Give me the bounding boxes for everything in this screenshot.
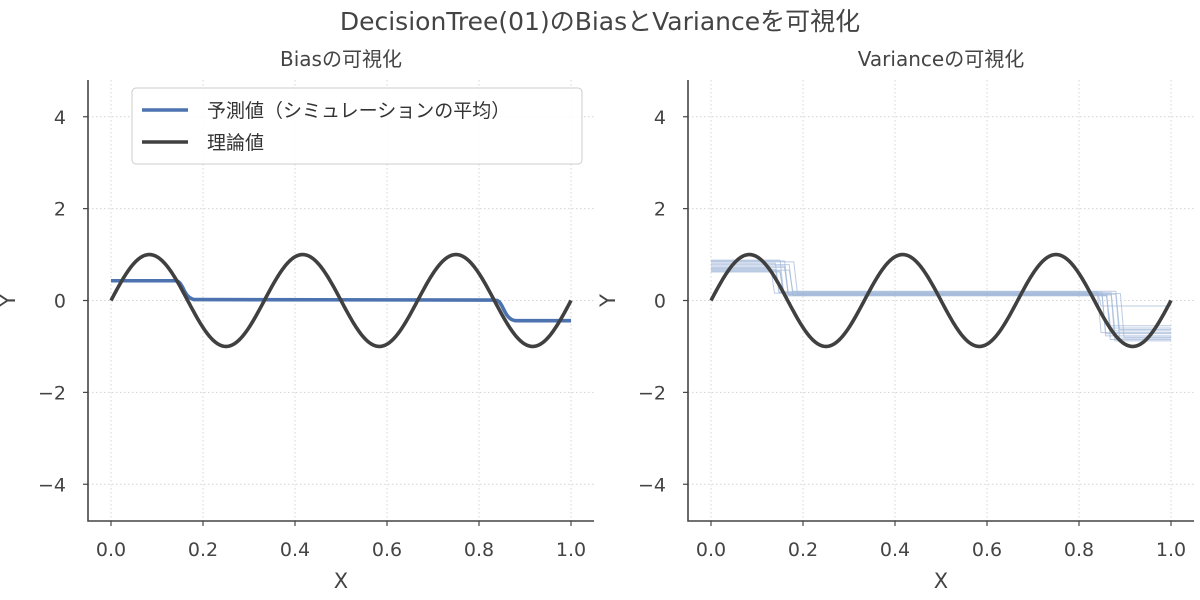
variance-panel-title: Varianceの可視化	[858, 47, 1024, 71]
variance-x-tick-label: 1.0	[1156, 539, 1186, 561]
variance-x-axis-label: X	[934, 569, 948, 593]
simulation-line	[711, 260, 1171, 339]
bias-y-axis-label: Y	[0, 294, 20, 308]
variance-panel: 0.0 0.2 0.4 0.6 0.8 1.0 −4 −2 0 2 4 X Y Varianceの可視化	[596, 47, 1194, 593]
legend: 予測値（シミュレーションの平均） 理論値	[131, 87, 583, 165]
variance-y-tick-label: −4	[638, 474, 666, 496]
figure-title: DecisionTree(01)のBiasとVarianceを可視化	[340, 7, 860, 36]
simulation-line	[711, 268, 1171, 332]
simulation-line	[711, 270, 1171, 307]
simulation-line	[711, 264, 1171, 329]
variance-x-tick-label: 0.4	[880, 539, 910, 561]
variance-y-tick-label: 4	[654, 107, 666, 129]
variance-x-tick-label: 0.6	[972, 539, 1002, 561]
variance-x-tick-label: 0.0	[696, 539, 726, 561]
bias-x-tick-label: 1.0	[556, 539, 586, 561]
legend-box	[131, 87, 583, 165]
bias-y-tick-label: 0	[54, 291, 66, 313]
bias-y-tick-label: 2	[54, 199, 66, 221]
legend-label-predicted: 予測値（シミュレーションの平均）	[207, 100, 510, 122]
theory-sine-line	[709, 252, 1173, 349]
bias-x-tick-label: 0.6	[372, 539, 402, 561]
bias-x-tick-label: 0.2	[188, 539, 218, 561]
bias-y-tick-label: 4	[54, 107, 66, 129]
bias-x-tick-label: 0.0	[96, 539, 126, 561]
variance-y-tick-label: 2	[654, 199, 666, 221]
bias-y-tick-label: −2	[38, 382, 66, 404]
bias-y-tick-label: −4	[38, 474, 66, 496]
bias-panel: 0.0 0.2 0.4 0.6 0.8 1.0 −4 −2 0 2 4 X Y Biasの可視化予測値（シ…	[0, 47, 594, 593]
bias-panel-title: Biasの可視化	[280, 47, 402, 71]
variance-y-tick-label: −2	[638, 382, 666, 404]
variance-axes-spines	[687, 80, 1194, 522]
variance-y-tick-label: 0	[654, 291, 666, 313]
bias-x-axis-label: X	[334, 569, 348, 593]
theory-sine-line	[109, 252, 573, 349]
bias-x-tick-label: 0.4	[280, 539, 310, 561]
bias-axes-spines	[87, 80, 594, 522]
variance-x-tick-label: 0.8	[1064, 539, 1094, 561]
bias-x-tick-label: 0.8	[464, 539, 494, 561]
variance-y-axis-label: Y	[596, 294, 620, 308]
legend-label-theory: 理論値	[207, 132, 264, 154]
variance-x-tick-label: 0.2	[788, 539, 818, 561]
